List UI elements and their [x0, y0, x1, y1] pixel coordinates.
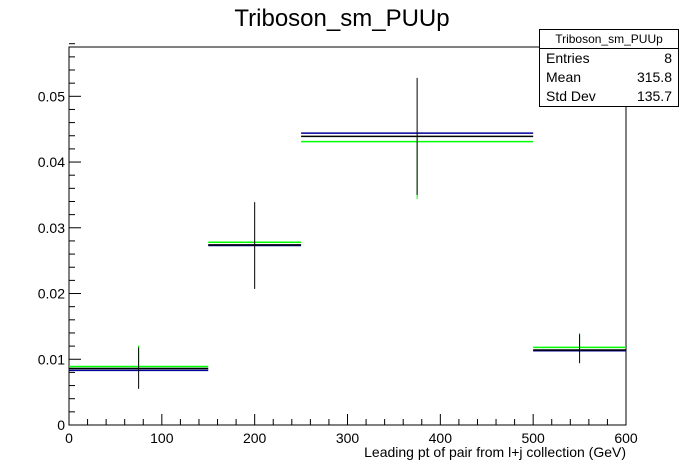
- stats-value: 135.7: [636, 88, 672, 104]
- stats-row-entries: Entries 8: [540, 49, 678, 68]
- axes: 0 100 200 300 400 500 600 0 0.01 0.02 0.03 0.04 0.05: [38, 43, 638, 446]
- x-tick-label: 200: [243, 430, 267, 446]
- x-tick-label: 100: [150, 430, 174, 446]
- y-tick-label: 0.03: [38, 220, 65, 236]
- histogram-marks: [69, 77, 626, 389]
- x-tick-label: 600: [614, 430, 638, 446]
- stats-label: Mean: [546, 69, 582, 85]
- x-axis-label: Leading pt of pair from l+j collection (…: [364, 444, 626, 460]
- chart-title: Triboson_sm_PUUp: [234, 5, 449, 32]
- stats-label: Std Dev: [546, 88, 596, 104]
- stats-row-mean: Mean 315.8: [540, 68, 678, 87]
- y-tick-label: 0.05: [38, 88, 65, 104]
- stats-box: Triboson_sm_PUUp Entries 8 Mean 315.8 St…: [539, 29, 679, 107]
- y-tick-label: 0.04: [38, 154, 65, 170]
- stats-value: 8: [664, 50, 672, 66]
- x-tick-label: 300: [336, 430, 360, 446]
- stats-label: Entries: [546, 50, 590, 66]
- x-tick-label: 0: [65, 430, 73, 446]
- y-tick-label: 0: [57, 417, 65, 433]
- stats-row-std-dev: Std Dev 135.7: [540, 87, 678, 106]
- stats-value: 315.8: [636, 69, 672, 85]
- stats-box-title: Triboson_sm_PUUp: [540, 30, 678, 49]
- y-tick-label: 0.02: [38, 286, 65, 302]
- y-tick-label: 0.01: [38, 351, 65, 367]
- x-tick-label: 500: [521, 430, 545, 446]
- x-tick-label: 400: [429, 430, 453, 446]
